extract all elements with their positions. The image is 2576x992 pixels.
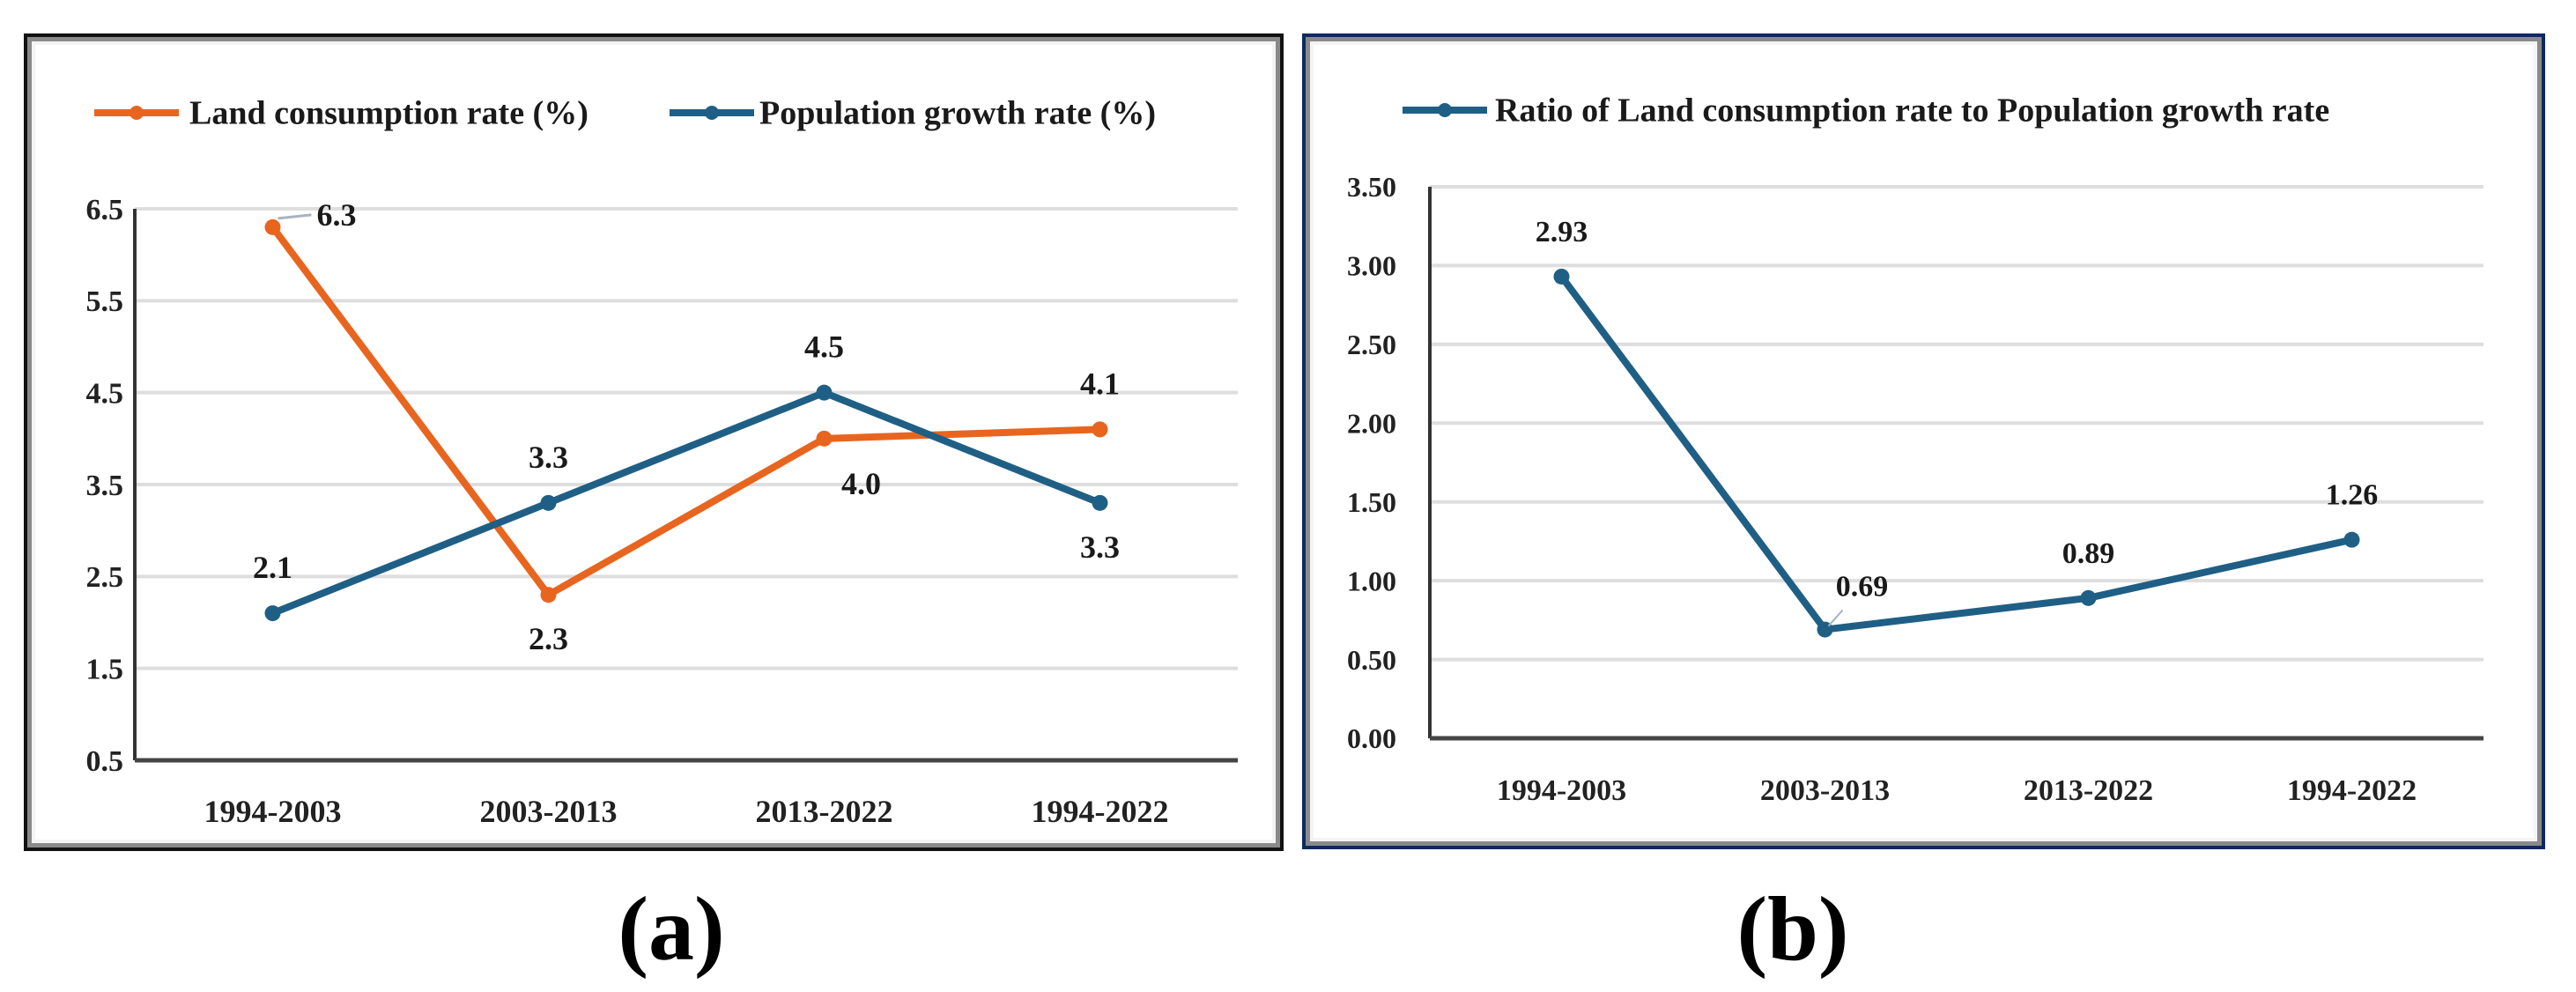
data-label: 4.0 <box>841 466 881 501</box>
label-leader-line <box>1827 609 1844 627</box>
y-tick-label: 3.5 <box>86 470 124 502</box>
data-label: 2.93 <box>1536 216 1588 248</box>
caption-a: (a) <box>618 878 725 980</box>
y-tick-label: 3.00 <box>1347 250 1396 282</box>
legend-label: Ratio of Land consumption rate to Popula… <box>1495 93 2329 130</box>
series-line <box>1558 274 2353 633</box>
data-label: 6.3 <box>317 197 357 233</box>
data-point <box>1553 268 1570 285</box>
y-tick-label: 0.00 <box>1347 722 1396 754</box>
x-tick-label: 1994-2003 <box>1497 774 1626 807</box>
label-leader-line <box>278 213 312 220</box>
y-tick-label: 5.5 <box>86 285 124 318</box>
legend-label: Land consumption rate (%) <box>189 95 588 132</box>
x-tick-label: 1994-2003 <box>204 794 342 829</box>
y-tick-label: 1.5 <box>86 654 124 686</box>
y-tick-label: 4.5 <box>86 378 124 411</box>
data-label: 1.26 <box>2326 479 2379 512</box>
data-point <box>540 587 557 603</box>
y-tick-label: 0.50 <box>1347 644 1396 676</box>
y-tick-label: 6.5 <box>86 194 124 226</box>
legend-marker <box>1438 103 1452 117</box>
data-label: 2.3 <box>529 621 568 656</box>
y-tick-label: 2.50 <box>1347 329 1396 360</box>
data-point <box>816 430 833 447</box>
y-tick-label: 0.5 <box>86 745 124 778</box>
x-tick-label: 2003-2013 <box>1760 774 1890 807</box>
x-tick-label: 2003-2013 <box>480 794 618 829</box>
data-point <box>264 218 281 235</box>
chart-a: 0.5 1.5 2.5 3.5 4.5 5.5 6.5 1994-2003 2003-2013 2… <box>86 95 1238 829</box>
data-point <box>2343 531 2360 548</box>
data-label: 3.3 <box>529 440 568 475</box>
chart-panel-a <box>24 33 1284 851</box>
chart-b: 0.00 0.50 1.00 1.50 2.00 2.50 3.00 3.50 1994-200… <box>1347 93 2483 807</box>
legend-marker <box>130 106 144 120</box>
data-point <box>2080 589 2097 606</box>
y-tick-label: 1.50 <box>1347 486 1396 518</box>
series-line <box>271 389 1101 617</box>
y-tick-label: 2.5 <box>86 561 124 594</box>
x-tick-label: 1994-2022 <box>2287 774 2417 807</box>
caption-b: (b) <box>1736 878 1849 980</box>
x-tick-label: 2013-2022 <box>2024 774 2153 807</box>
data-point <box>1092 421 1108 438</box>
x-tick-label: 1994-2022 <box>1032 794 1169 829</box>
x-tick-label: 2013-2022 <box>756 794 893 829</box>
data-point <box>264 605 281 622</box>
data-label: 0.89 <box>2062 537 2115 570</box>
data-label: 3.3 <box>1080 529 1120 565</box>
data-label: 0.69 <box>1836 571 1889 603</box>
data-point <box>540 494 557 511</box>
data-point <box>816 384 833 401</box>
series-line <box>270 225 1100 599</box>
legend-marker <box>705 106 719 120</box>
data-label: 4.5 <box>804 329 844 365</box>
y-tick-label: 3.50 <box>1347 171 1396 203</box>
data-label: 4.1 <box>1080 366 1120 401</box>
chart-panel-b <box>1302 33 2545 849</box>
data-label: 2.1 <box>253 550 292 585</box>
legend-label: Population growth rate (%) <box>759 95 1156 132</box>
y-tick-label: 1.00 <box>1347 565 1396 596</box>
data-point <box>1092 494 1108 511</box>
y-tick-label: 2.00 <box>1347 407 1396 439</box>
